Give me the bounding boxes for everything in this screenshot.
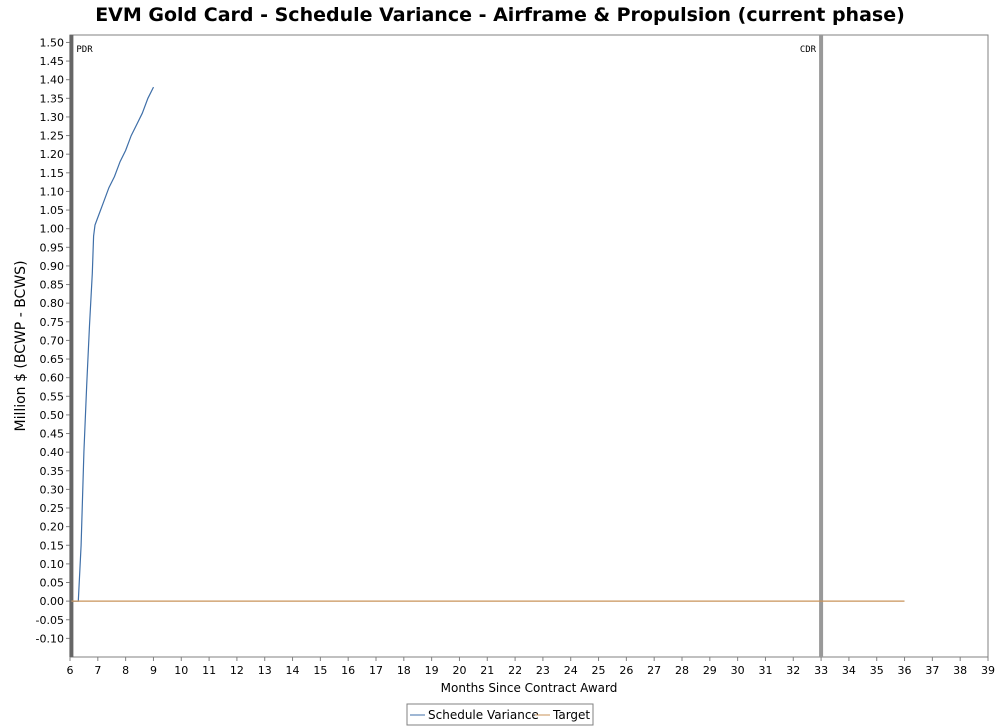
x-tick-label: 23	[536, 664, 550, 677]
x-tick-label: 11	[202, 664, 216, 677]
y-tick-label: 0.75	[40, 316, 65, 329]
y-tick-label: 0.20	[40, 521, 65, 534]
x-tick-label: 38	[953, 664, 967, 677]
phase-markers: PDR CDR	[69, 35, 824, 657]
y-tick-label: 1.00	[40, 223, 65, 236]
x-tick-label: 6	[67, 664, 74, 677]
y-tick-label: 0.00	[40, 595, 65, 608]
series-lines	[71, 86, 905, 602]
y-tick-label: 0.05	[40, 577, 65, 590]
y-tick-label: 1.15	[40, 167, 65, 180]
legend: Schedule Variance Target	[406, 703, 594, 726]
y-tick-label: 0.55	[40, 390, 65, 403]
y-tick-label: 1.10	[40, 185, 65, 198]
x-axis-label: Months Since Contract Award	[441, 681, 618, 695]
y-tick-label: 0.90	[40, 260, 65, 273]
chart-title: EVM Gold Card - Schedule Variance - Airf…	[95, 4, 905, 26]
y-axis: -0.10 -0.05 0.00 0.05 0.10 0.15 0.20 0.25 0.30 0.…	[36, 36, 70, 645]
plot-area	[69, 34, 989, 658]
y-tick-label: 0.35	[40, 465, 65, 478]
y-tick-label: 0.50	[40, 409, 65, 422]
y-tick-label: 1.30	[40, 111, 65, 124]
series-line-schedule-variance	[71, 86, 155, 602]
x-tick-label: 15	[313, 664, 327, 677]
x-tick-label: 26	[619, 664, 633, 677]
x-tick-label: 36	[898, 664, 912, 677]
y-tick-label: 0.25	[40, 502, 65, 515]
y-tick-label: -0.10	[36, 632, 64, 645]
y-tick-label: 1.50	[40, 36, 65, 49]
x-tick-label: 17	[369, 664, 383, 677]
x-tick-label: 19	[425, 664, 439, 677]
y-tick-label: 1.40	[40, 74, 65, 87]
x-tick-label: 29	[703, 664, 717, 677]
x-tick-label: 10	[174, 664, 188, 677]
x-tick-label: 18	[397, 664, 411, 677]
y-tick-label: 0.85	[40, 279, 65, 292]
legend-label-target: Target	[552, 708, 590, 722]
x-tick-label: 31	[758, 664, 772, 677]
y-tick-label: 0.60	[40, 372, 65, 385]
y-tick-label: 0.45	[40, 428, 65, 441]
x-tick-label: 24	[564, 664, 578, 677]
y-tick-label: 0.30	[40, 483, 65, 496]
y-tick-label: -0.05	[36, 614, 64, 627]
y-tick-label: 1.35	[40, 92, 65, 105]
y-tick-label: 0.40	[40, 446, 65, 459]
marker-label-pdr: PDR	[76, 45, 93, 55]
y-tick-label: 1.45	[40, 55, 65, 68]
y-tick-label: 0.70	[40, 334, 65, 347]
x-tick-label: 22	[508, 664, 522, 677]
y-tick-label: 0.65	[40, 353, 65, 366]
x-tick-label: 37	[925, 664, 939, 677]
x-tick-label: 8	[122, 664, 129, 677]
x-tick-label: 35	[870, 664, 884, 677]
x-axis: 6 7 8 9 10 11 12 13 14 15 16 17 18 19 20 21 22 23 24 25 26 27…	[67, 657, 995, 677]
x-tick-label: 16	[341, 664, 355, 677]
y-tick-label: 0.80	[40, 297, 65, 310]
y-tick-label: 1.25	[40, 130, 65, 143]
x-tick-label: 14	[286, 664, 300, 677]
x-tick-label: 28	[675, 664, 689, 677]
x-tick-label: 33	[814, 664, 828, 677]
x-tick-label: 25	[592, 664, 606, 677]
y-tick-label: 0.10	[40, 558, 65, 571]
y-tick-label: 0.15	[40, 539, 65, 552]
x-tick-label: 39	[981, 664, 995, 677]
x-tick-label: 12	[230, 664, 244, 677]
x-tick-label: 7	[94, 664, 101, 677]
y-tick-label: 1.20	[40, 148, 65, 161]
x-tick-label: 13	[258, 664, 272, 677]
marker-label-cdr: CDR	[800, 45, 817, 55]
x-tick-label: 21	[480, 664, 494, 677]
y-tick-label: 0.95	[40, 241, 65, 254]
y-axis-label: Million $ (BCWP - BCWS)	[13, 260, 29, 431]
x-tick-label: 30	[731, 664, 745, 677]
x-tick-label: 9	[150, 664, 157, 677]
x-tick-label: 27	[647, 664, 661, 677]
x-tick-label: 20	[452, 664, 466, 677]
legend-box	[406, 703, 594, 726]
legend-label-schedule-variance: Schedule Variance	[428, 708, 539, 722]
x-tick-label: 34	[842, 664, 856, 677]
x-tick-label: 32	[786, 664, 800, 677]
y-tick-label: 1.05	[40, 204, 65, 217]
